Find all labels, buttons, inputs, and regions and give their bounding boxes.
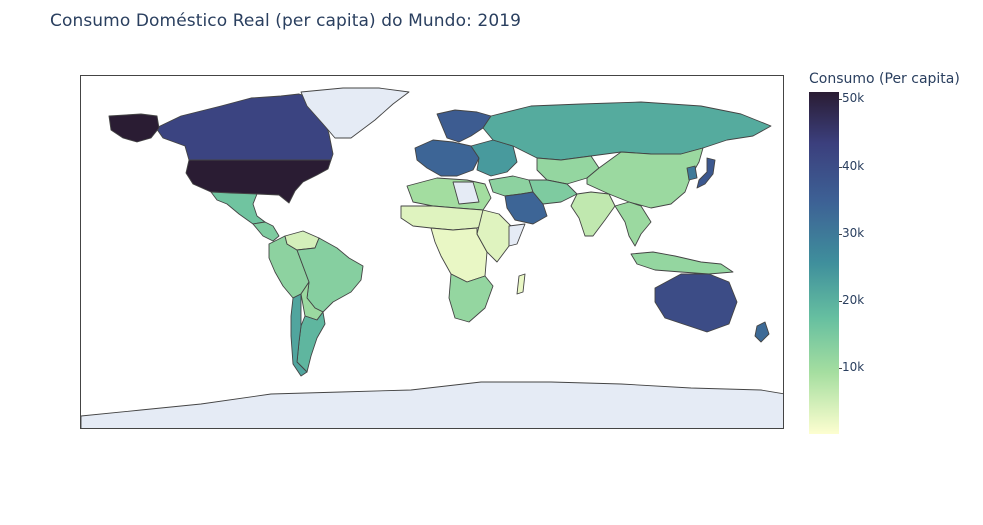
region-somalia[interactable] — [508, 223, 526, 247]
region-southeast-asia[interactable] — [614, 201, 652, 247]
region-sahel-west-africa[interactable] — [400, 205, 490, 231]
region-united-states[interactable] — [185, 159, 332, 204]
region-chile[interactable] — [290, 293, 308, 377]
region-alaska[interactable] — [108, 113, 160, 143]
region-australia[interactable] — [654, 273, 738, 333]
map-canvas[interactable] — [81, 76, 784, 429]
colorbar-gradient — [809, 92, 839, 434]
region-russia[interactable] — [482, 101, 772, 161]
colorbar-tick-40k: 40k — [838, 159, 865, 173]
region-scandinavia[interactable] — [436, 109, 492, 143]
region-saudi-arabia-gulf[interactable] — [504, 191, 548, 225]
colorbar: 50k 40k 30k 20k 10k — [809, 91, 864, 434]
chart-title: Consumo Doméstico Real (per capita) do M… — [50, 11, 522, 31]
region-libya[interactable] — [452, 181, 480, 205]
region-greenland[interactable] — [300, 87, 410, 139]
region-southern-africa[interactable] — [448, 273, 494, 323]
region-korea[interactable] — [686, 165, 698, 181]
region-indonesia[interactable] — [630, 251, 734, 275]
colorbar-tick-50k: 50k — [838, 91, 865, 105]
region-western-europe[interactable] — [414, 139, 480, 177]
region-north-africa[interactable] — [406, 177, 492, 211]
region-east-africa[interactable] — [476, 209, 512, 263]
region-india[interactable] — [570, 191, 616, 237]
region-antarctica[interactable] — [81, 381, 784, 429]
region-mexico[interactable] — [210, 191, 266, 225]
colorbar-tick-30k: 30k — [838, 226, 865, 240]
region-madagascar[interactable] — [516, 273, 526, 295]
world-map[interactable] — [80, 75, 784, 429]
region-mongolia-china[interactable] — [586, 147, 704, 209]
colorbar-tick-10k: 10k — [838, 360, 865, 374]
region-new-zealand[interactable] — [754, 321, 770, 343]
colorbar-title: Consumo (Per capita) — [809, 71, 960, 87]
region-japan[interactable] — [696, 157, 716, 189]
colorbar-tick-20k: 20k — [838, 293, 865, 307]
region-central-america[interactable] — [252, 221, 280, 242]
region-iran[interactable] — [528, 179, 578, 205]
